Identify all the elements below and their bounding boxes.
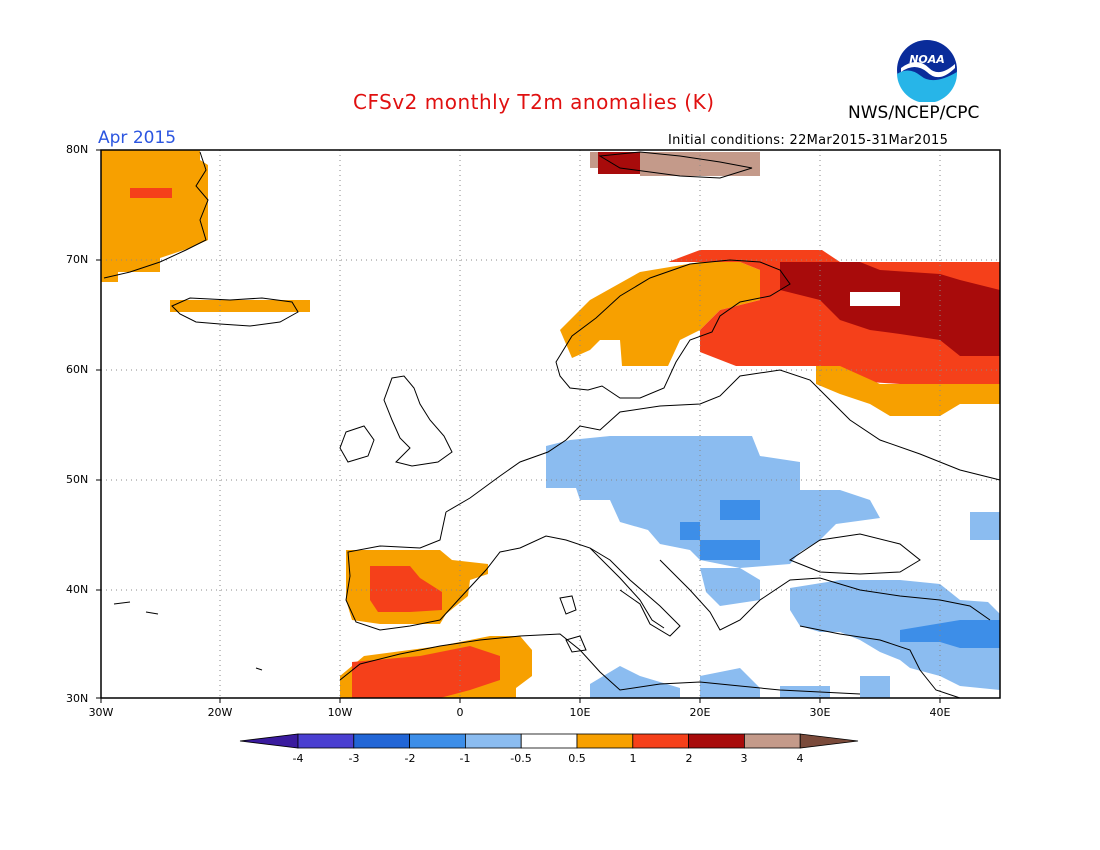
lon-label: 40E xyxy=(929,706,951,719)
lat-label: 70N xyxy=(66,253,89,266)
valid-month-label: Apr 2015 xyxy=(98,128,177,148)
lon-label: 30E xyxy=(809,706,831,719)
colorbar-label: 1 xyxy=(629,752,637,765)
lon-label: 30W xyxy=(88,706,114,719)
lat-label: 40N xyxy=(66,583,89,596)
lon-label: 10E xyxy=(569,706,591,719)
colorbar-label: -3 xyxy=(348,752,360,765)
noaa-logo: NOAA xyxy=(897,40,958,102)
colorbar-label: 0.5 xyxy=(568,752,586,765)
anomaly-fills xyxy=(101,150,1000,698)
colorbar-segment xyxy=(632,733,689,749)
colorbar-label: -2 xyxy=(404,752,416,765)
colorbar-segment xyxy=(297,733,355,749)
map-frame xyxy=(100,149,1001,699)
colorbar xyxy=(239,733,859,749)
colorbar-segment xyxy=(409,733,466,749)
lat-label: 50N xyxy=(66,473,89,486)
colorbar-label: -4 xyxy=(292,752,304,765)
colorbar-segment xyxy=(743,733,801,749)
tick-marks xyxy=(96,149,941,703)
colorbar-label: -0.5 xyxy=(510,752,532,765)
colorbar-label: 2 xyxy=(685,752,693,765)
agency-label: NWS/NCEP/CPC xyxy=(848,103,980,123)
logo-text: NOAA xyxy=(909,53,945,66)
lat-label: 80N xyxy=(66,143,89,156)
lon-label: 10W xyxy=(327,706,353,719)
colorbar-segment xyxy=(464,733,522,749)
lon-label: 20W xyxy=(207,706,233,719)
lon-label: 0 xyxy=(456,706,464,719)
lon-label: 20E xyxy=(689,706,711,719)
colorbar-segment xyxy=(576,733,634,749)
colorbar-label: -1 xyxy=(459,752,471,765)
lat-label: 30N xyxy=(66,692,89,705)
colorbar-segment xyxy=(239,733,299,749)
colorbar-label: 3 xyxy=(740,752,748,765)
colorbar-segment xyxy=(520,733,578,749)
chart-title: CFSv2 monthly T2m anomalies (K) xyxy=(353,90,715,114)
initial-conditions-label: Initial conditions: 22Mar2015-31Mar2015 xyxy=(668,133,949,148)
colorbar-segment xyxy=(353,733,411,749)
lat-label: 60N xyxy=(66,363,89,376)
colorbar-segment xyxy=(799,733,859,749)
colorbar-segment xyxy=(688,733,745,749)
coastlines xyxy=(103,151,1001,699)
colorbar-label: 4 xyxy=(796,752,804,765)
